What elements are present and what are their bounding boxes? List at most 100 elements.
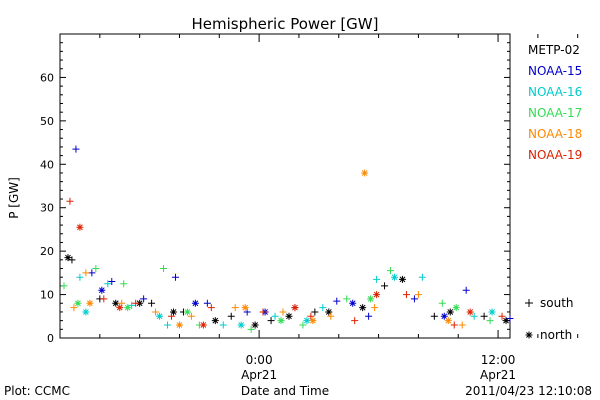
south-point bbox=[311, 308, 319, 316]
legend: METP-02 NOAA-15 NOAA-16 NOAA-17 NOAA-18 NOAA-… bbox=[528, 43, 582, 162]
north-point bbox=[241, 304, 249, 312]
marker-legend-label: south bbox=[540, 296, 574, 310]
x-tick-time-label: 0:00 bbox=[246, 353, 273, 367]
north-point bbox=[116, 304, 124, 312]
north-point bbox=[440, 312, 448, 320]
south-point bbox=[470, 312, 478, 320]
plot-timestamp: 2011/04/23 12:10:08 bbox=[465, 384, 592, 398]
x-tick-date-label: Apr21 bbox=[480, 368, 516, 382]
north-point bbox=[502, 317, 510, 325]
south-point bbox=[351, 317, 359, 325]
north-point bbox=[398, 275, 406, 283]
south-point bbox=[82, 269, 90, 277]
north-point bbox=[277, 317, 285, 325]
north-point bbox=[156, 312, 164, 320]
south-point bbox=[187, 312, 195, 320]
north-point bbox=[183, 308, 191, 316]
north-point bbox=[309, 317, 317, 325]
y-axis-label: P [GW] bbox=[7, 177, 21, 219]
south-point bbox=[160, 265, 168, 273]
y-tick-label: 40 bbox=[40, 158, 54, 171]
north-point bbox=[303, 317, 311, 325]
plot-credit: Plot: CCMC bbox=[4, 384, 70, 398]
north-point bbox=[452, 304, 460, 312]
south-point bbox=[207, 304, 215, 312]
south-point bbox=[462, 286, 470, 294]
north-point bbox=[175, 321, 183, 329]
south-point bbox=[327, 312, 335, 320]
north-point bbox=[74, 299, 82, 307]
x-tick-time-label: 12:00 bbox=[481, 353, 516, 367]
south-point bbox=[438, 299, 446, 307]
south-point bbox=[271, 312, 279, 320]
south-point bbox=[140, 295, 148, 303]
north-point bbox=[136, 299, 144, 307]
south-point bbox=[231, 304, 239, 312]
south-point bbox=[418, 273, 426, 281]
south-point bbox=[120, 280, 128, 288]
south-point bbox=[371, 304, 379, 312]
south-point bbox=[60, 282, 68, 290]
y-tick-label: 10 bbox=[40, 289, 54, 302]
south-point bbox=[486, 317, 494, 325]
south-point bbox=[458, 321, 466, 329]
y-tick-label: 0 bbox=[47, 332, 54, 345]
south-point bbox=[279, 308, 287, 316]
south-point bbox=[299, 321, 307, 329]
south-point bbox=[92, 265, 100, 273]
north-point bbox=[237, 321, 245, 329]
marker-legend-label: north bbox=[540, 328, 572, 342]
north-point bbox=[64, 254, 72, 262]
marker-legend: south north bbox=[525, 296, 574, 342]
north-point bbox=[444, 317, 452, 325]
north-point bbox=[191, 299, 199, 307]
north-point bbox=[98, 286, 106, 294]
south-point bbox=[100, 295, 108, 303]
south-point bbox=[373, 275, 381, 283]
south-point bbox=[148, 299, 156, 307]
south-point bbox=[168, 312, 176, 320]
north-point bbox=[291, 304, 299, 312]
south-point bbox=[387, 267, 395, 275]
south-point bbox=[76, 273, 84, 281]
south-point bbox=[171, 273, 179, 281]
south-point bbox=[333, 297, 341, 305]
south-point bbox=[72, 145, 80, 153]
north-point bbox=[86, 299, 94, 307]
north-point bbox=[199, 321, 207, 329]
south-point bbox=[307, 312, 315, 320]
south-point bbox=[498, 312, 506, 320]
legend-entry: METP-02 bbox=[528, 43, 580, 57]
north-point bbox=[391, 273, 399, 281]
north-point bbox=[367, 295, 375, 303]
y-tick-label: 20 bbox=[40, 245, 54, 258]
north-point bbox=[325, 308, 333, 316]
x-axis-label: Date and Time bbox=[241, 384, 329, 398]
legend-entry: NOAA-19 bbox=[528, 148, 582, 162]
north-point bbox=[446, 308, 454, 316]
south-point bbox=[506, 314, 514, 322]
north-point bbox=[82, 308, 90, 316]
north-point bbox=[359, 304, 367, 312]
south-point bbox=[104, 280, 112, 288]
axes: 01020304050600:00Apr2112:00Apr210:00Apr2… bbox=[40, 34, 579, 382]
south-point bbox=[267, 317, 275, 325]
legend-entry: NOAA-17 bbox=[528, 106, 582, 120]
south-point bbox=[70, 304, 78, 312]
south-point bbox=[152, 308, 160, 316]
data-points bbox=[60, 145, 514, 333]
south-point bbox=[365, 312, 373, 320]
south-point bbox=[227, 312, 235, 320]
chart-title: Hemispheric Power [GW] bbox=[192, 15, 379, 33]
south-point bbox=[164, 321, 172, 329]
south-point bbox=[319, 304, 327, 312]
north-point bbox=[349, 299, 357, 307]
south-point bbox=[219, 321, 227, 329]
y-tick-label: 60 bbox=[40, 71, 54, 84]
y-tick-label: 30 bbox=[40, 202, 54, 215]
south-point bbox=[450, 321, 458, 329]
north-point bbox=[169, 308, 177, 316]
y-tick-label: 50 bbox=[40, 115, 54, 128]
north-point bbox=[361, 169, 369, 177]
